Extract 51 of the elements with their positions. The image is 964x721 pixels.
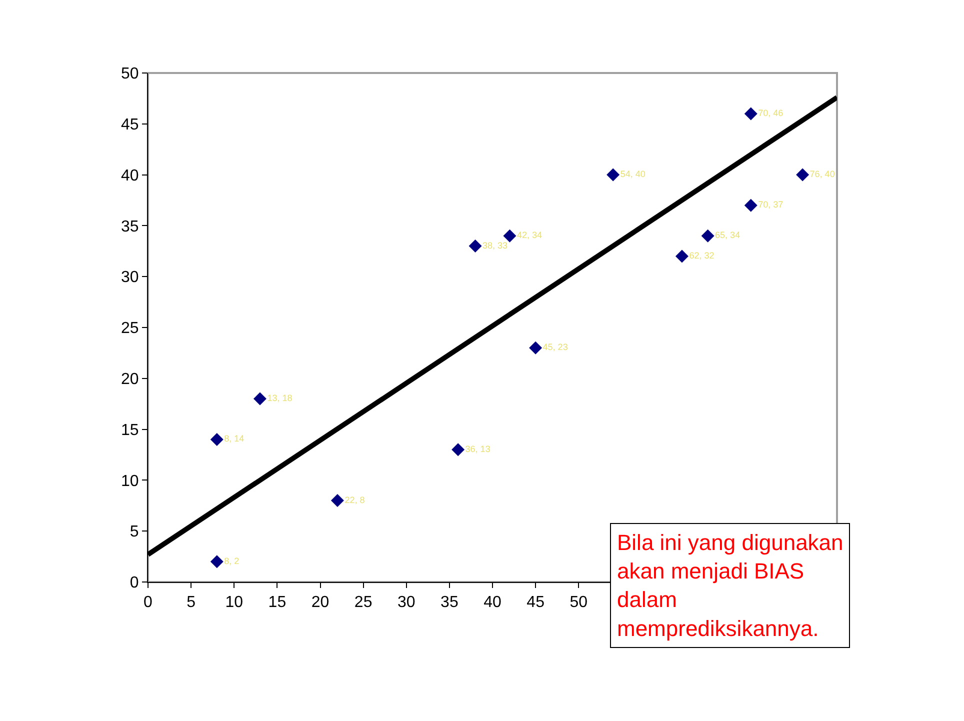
y-tick-label: 20 [121,371,139,388]
y-tick-label: 15 [121,422,139,439]
point [253,392,266,406]
data-label: 22, 8 [344,494,365,505]
y-tick-label: 45 [121,116,139,134]
y-tick-label: 40 [121,167,139,184]
y-tick-label: 0 [130,574,139,592]
point [330,494,344,508]
point [701,229,714,242]
data-label: 62, 32 [689,250,714,260]
y-tick-label: 35 [121,218,139,236]
data-label: 38, 33 [482,240,508,250]
data-label: 54, 40 [620,169,646,180]
point [210,555,224,568]
point [606,168,620,182]
x-tick-label: 20 [311,594,330,612]
point [529,341,542,354]
x-tick-label: 5 [186,594,196,612]
point [796,168,810,182]
annotation: Bila ini yang digunakan akan menjadi BIAS dalam memprediksikannya. [617,530,844,641]
y-tick-label: 10 [121,472,139,490]
point [675,250,688,263]
x-tick-label: 45 [526,594,545,612]
data-label: 8, 14 [224,434,244,444]
x-tick-label: 0 [144,594,153,612]
x-tick-label: 30 [397,594,416,612]
data-label: 70, 37 [758,200,784,210]
y-tick-label: 5 [130,524,139,541]
point [503,229,516,242]
x-tick-label: 40 [484,594,502,612]
point [452,443,465,456]
y-tick-label: 50 [121,66,139,83]
x-tick-label: 50 [570,594,588,612]
data-label: 42, 34 [516,230,542,240]
data-label: 8, 2 [224,556,240,566]
point [468,240,482,253]
data-label: 76, 40 [810,169,835,180]
x-tick-label: 25 [354,594,372,612]
data-label: 45, 23 [542,342,568,352]
x-tick-label: 10 [225,594,244,612]
data-label: 13, 18 [267,393,292,404]
point [744,198,758,212]
data-label: 36, 13 [465,444,490,454]
y-tick-label: 25 [121,320,139,338]
data-label: 65, 34 [715,230,740,240]
point [210,432,224,446]
x-tick-label: 15 [268,594,286,612]
point [744,107,758,120]
y-tick-label: 30 [121,269,139,286]
x-tick-label: 35 [440,594,458,612]
data-label: 70, 46 [758,108,784,118]
